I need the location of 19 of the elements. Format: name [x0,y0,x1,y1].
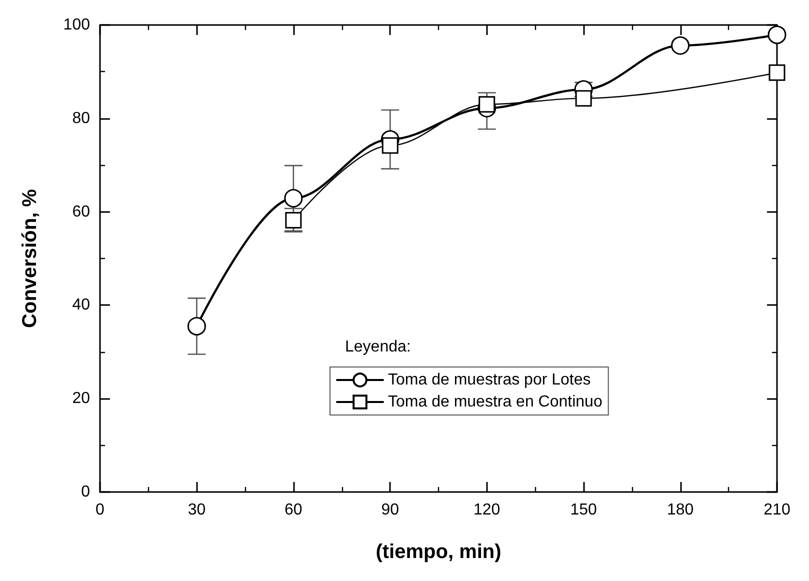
x-tick-label: 180 [666,502,694,518]
legend-label: Toma de muestra en Continuo [388,394,602,410]
x-tick-label: 120 [474,502,500,518]
legend-title: Leyenda: [345,338,411,356]
x-tick-label: 60 [284,502,302,518]
y-tick-label: 80 [72,110,90,127]
x-tick-label: 0 [96,502,105,518]
y-tick-label: 0 [81,484,90,500]
x-tick-label: 150 [570,502,598,518]
y-tick-label: 100 [63,16,90,34]
x-tick-label: 30 [188,502,206,518]
x-tick-label: 90 [381,502,400,518]
y-tick-label: 60 [72,203,90,220]
y-tick-label: 40 [72,296,90,314]
y-axis-title: Conversión, % [19,188,41,328]
x-axis-title: (tiempo, min) [376,541,502,563]
y-tick-label: 20 [72,390,90,408]
legend-label: Toma de muestras por Lotes [388,372,591,388]
x-tick-label: 210 [764,502,790,518]
